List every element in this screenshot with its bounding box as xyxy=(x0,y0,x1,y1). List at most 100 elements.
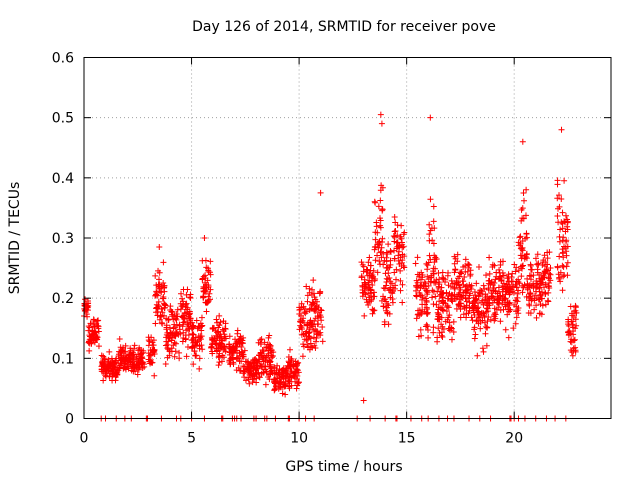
data-point xyxy=(172,333,179,340)
data-point xyxy=(317,306,324,313)
data-point xyxy=(426,231,433,238)
data-point xyxy=(213,345,220,352)
data-point xyxy=(373,223,380,230)
data-point xyxy=(502,326,509,333)
data-point xyxy=(393,276,400,283)
data-point xyxy=(539,279,546,286)
data-point xyxy=(528,273,535,280)
data-point xyxy=(421,279,428,286)
data-point xyxy=(461,305,468,312)
data-point xyxy=(169,308,176,315)
data-point xyxy=(480,282,487,289)
data-point xyxy=(399,281,406,288)
data-point xyxy=(570,337,577,344)
data-point xyxy=(421,285,428,292)
data-point xyxy=(180,286,187,293)
data-point xyxy=(215,328,222,335)
data-point xyxy=(112,370,119,377)
data-point xyxy=(310,334,317,341)
data-point xyxy=(568,318,575,325)
data-point xyxy=(523,230,530,237)
data-point xyxy=(430,301,437,308)
data-point xyxy=(465,260,472,267)
data-point xyxy=(442,318,449,325)
data-point xyxy=(512,320,519,327)
data-point xyxy=(266,332,273,339)
data-point xyxy=(572,303,579,310)
data-point xyxy=(102,373,109,380)
data-point xyxy=(192,334,199,341)
data-point xyxy=(103,367,110,374)
data-point xyxy=(380,303,387,310)
data-point xyxy=(563,263,570,270)
chart-title: Day 126 of 2014, SRMTID for receiver pov… xyxy=(192,19,496,35)
data-point xyxy=(475,292,482,299)
data-point xyxy=(425,334,432,341)
data-point xyxy=(177,306,184,313)
data-point xyxy=(319,338,326,345)
data-point xyxy=(84,307,91,314)
data-point xyxy=(424,311,431,318)
data-point xyxy=(240,370,247,377)
data-point xyxy=(526,272,533,279)
data-point xyxy=(229,344,236,351)
data-point xyxy=(415,333,422,340)
data-point xyxy=(435,325,442,332)
data-point xyxy=(542,301,549,308)
data-point xyxy=(202,272,209,279)
data-point xyxy=(391,247,398,254)
data-point xyxy=(519,252,526,259)
data-point xyxy=(559,287,566,294)
data-point xyxy=(222,348,229,355)
data-point xyxy=(306,324,313,331)
data-point xyxy=(424,266,431,273)
data-point xyxy=(564,226,571,233)
data-point xyxy=(432,254,439,261)
data-point xyxy=(572,344,579,351)
data-point xyxy=(137,355,144,362)
data-point xyxy=(100,363,107,370)
data-point xyxy=(218,358,225,365)
data-point xyxy=(486,300,493,307)
data-point xyxy=(544,255,551,262)
data-point xyxy=(466,307,473,314)
data-point xyxy=(391,255,398,262)
data-point xyxy=(267,358,274,365)
data-point xyxy=(301,336,308,343)
data-point xyxy=(485,280,492,287)
data-point xyxy=(198,342,205,349)
data-point xyxy=(438,332,445,339)
data-point xyxy=(273,369,280,376)
data-point xyxy=(365,281,372,288)
data-point xyxy=(483,308,490,315)
data-point xyxy=(440,326,447,333)
data-point xyxy=(533,302,540,309)
data-point xyxy=(398,239,405,246)
data-point xyxy=(464,268,471,275)
data-point xyxy=(422,323,429,330)
data-point xyxy=(434,288,441,295)
data-point xyxy=(427,256,434,263)
data-point xyxy=(203,308,210,315)
data-point xyxy=(384,309,391,316)
data-point xyxy=(477,325,484,332)
data-point xyxy=(193,317,200,324)
data-point xyxy=(365,301,372,308)
grid-lines xyxy=(84,57,611,419)
data-point xyxy=(516,234,523,241)
data-point xyxy=(505,299,512,306)
data-point xyxy=(386,310,393,317)
data-point xyxy=(506,278,513,285)
data-point xyxy=(145,337,152,344)
data-point xyxy=(513,264,520,271)
data-point xyxy=(294,382,301,389)
data-point xyxy=(435,316,442,323)
data-point xyxy=(295,359,302,366)
data-point xyxy=(389,290,396,297)
data-point xyxy=(171,321,178,328)
data-point xyxy=(416,273,423,280)
data-point xyxy=(462,283,469,290)
data-point xyxy=(149,342,156,349)
data-point xyxy=(186,311,193,318)
data-point xyxy=(358,259,365,266)
